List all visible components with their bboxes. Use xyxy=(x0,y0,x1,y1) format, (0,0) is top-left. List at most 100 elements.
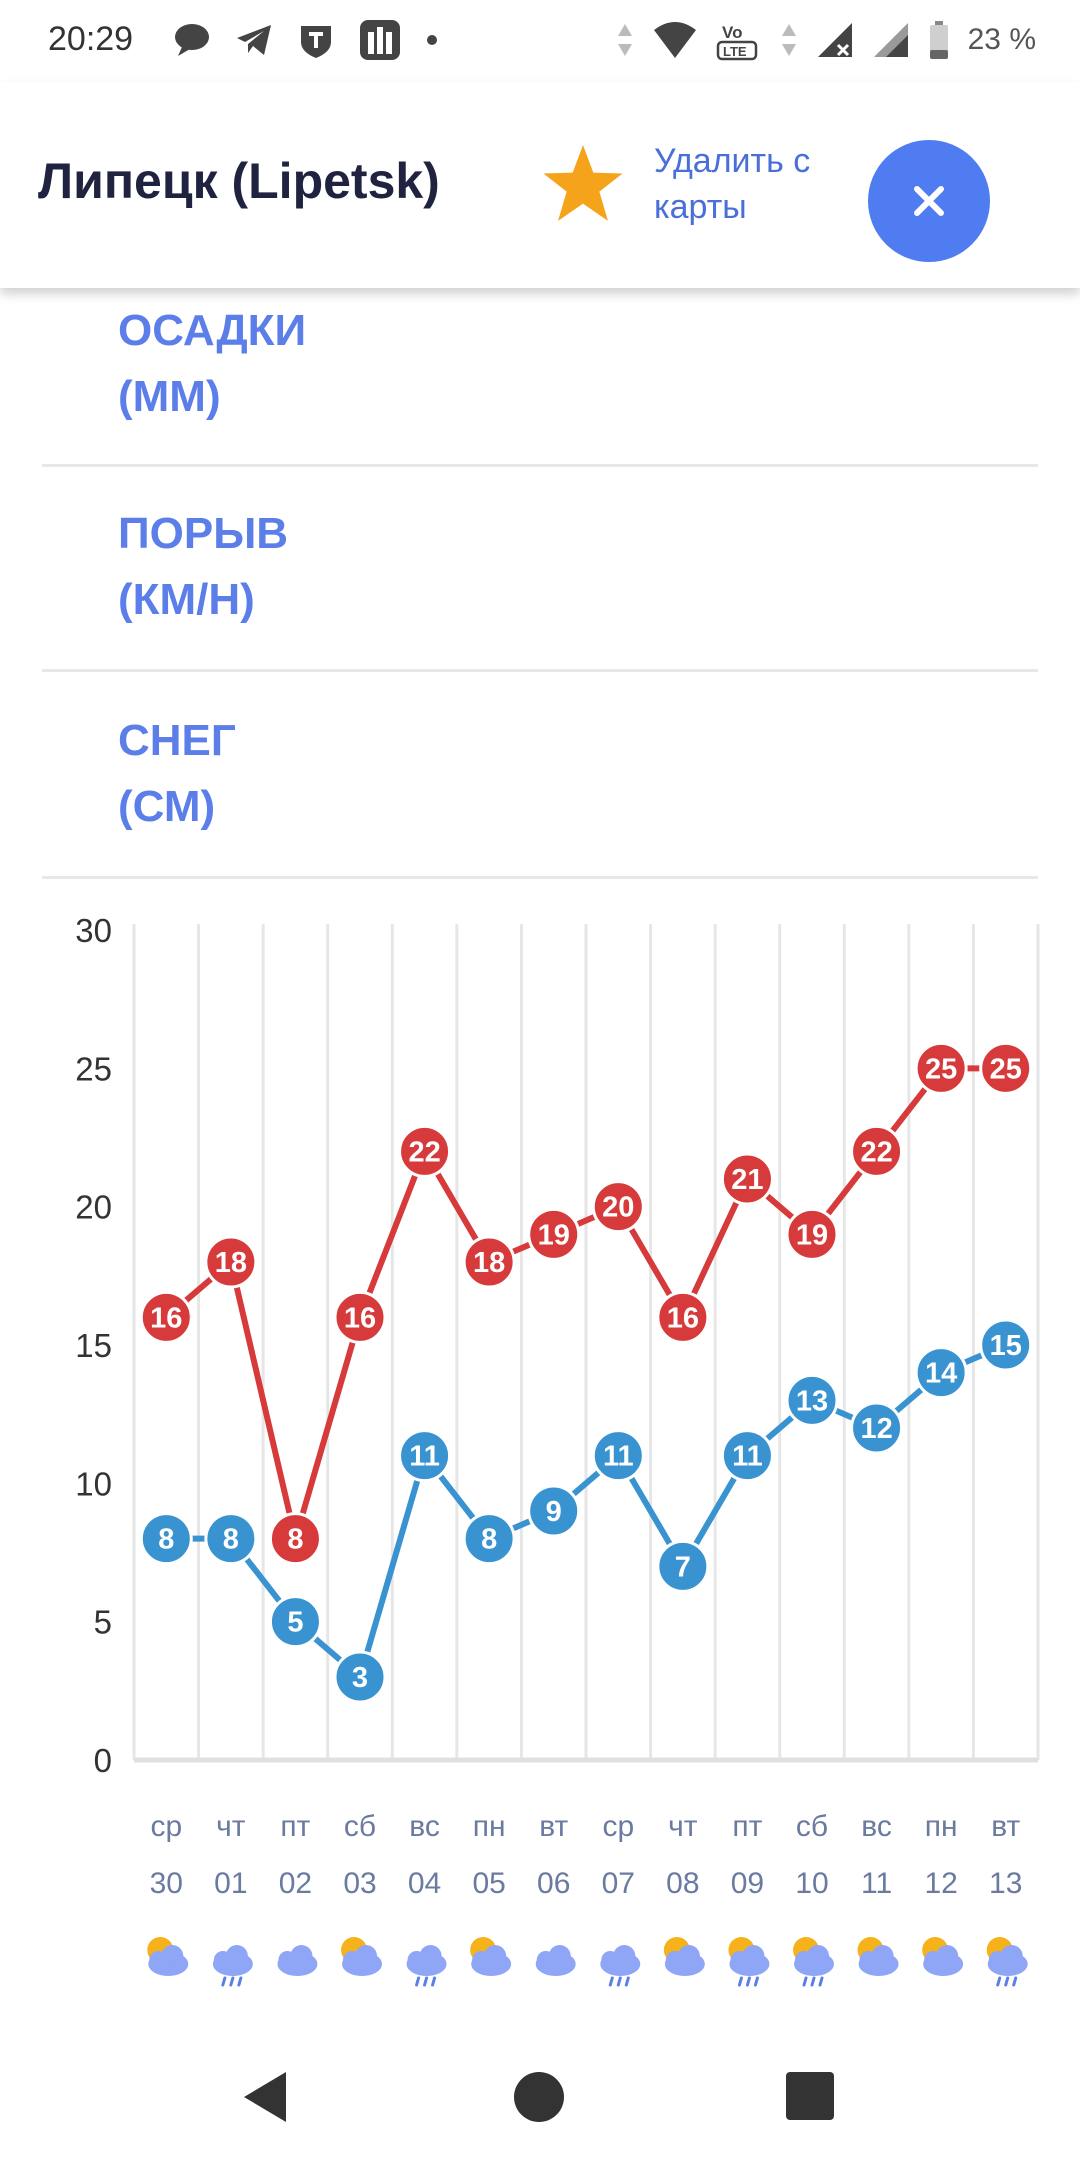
precipitation-label-line2: (ММ) xyxy=(118,372,221,421)
back-icon[interactable] xyxy=(240,2070,290,2124)
y-tick-label: 0 xyxy=(94,1742,112,1779)
battery-percent: 23 % xyxy=(967,23,1036,56)
series-point-0 xyxy=(204,1235,258,1289)
series-point-1 xyxy=(720,1429,774,1483)
y-tick-label: 15 xyxy=(75,1327,112,1364)
x-day-label: вт xyxy=(539,1810,568,1843)
series-point-0 xyxy=(139,1290,193,1344)
x-date-label: 08 xyxy=(666,1867,699,1900)
data-label-0: 22 xyxy=(408,1136,440,1168)
series-point-0 xyxy=(268,1512,322,1566)
data-label-1: 11 xyxy=(732,1441,763,1473)
x-day-label: вс xyxy=(861,1810,892,1843)
data-label-1: 8 xyxy=(481,1524,497,1556)
chat-bubble-icon xyxy=(175,24,209,56)
sun-cloud-rain-icon xyxy=(986,1937,1028,1987)
x-date-label: 03 xyxy=(343,1867,376,1900)
sun-cloud-rain-icon xyxy=(728,1937,770,1987)
data-label-0: 22 xyxy=(860,1136,892,1168)
home-icon[interactable] xyxy=(514,2072,564,2122)
x-date-label: 12 xyxy=(924,1867,957,1900)
x-day-label: пн xyxy=(925,1810,958,1843)
series-point-0 xyxy=(785,1207,839,1261)
sun-cloud-icon xyxy=(470,1937,512,1976)
series-point-0 xyxy=(462,1235,516,1289)
data-label-0: 16 xyxy=(150,1302,182,1334)
telegram-icon xyxy=(237,25,271,55)
x-day-label: вс xyxy=(409,1810,440,1843)
gust-row[interactable]: ПОРЫВ (КМ/Н) xyxy=(42,467,1038,672)
data-label-0: 18 xyxy=(215,1247,247,1279)
shield-icon xyxy=(301,26,331,58)
signal-icon xyxy=(873,23,908,57)
sun-cloud-icon xyxy=(857,1937,899,1976)
data-label-1: 14 xyxy=(925,1358,957,1390)
navigation-bar xyxy=(0,2040,1080,2160)
data-label-0: 8 xyxy=(287,1524,303,1556)
y-tick-label: 30 xyxy=(75,912,112,949)
sun-cloud-icon xyxy=(341,1937,382,1976)
gallery-icon xyxy=(360,20,400,60)
series-point-1 xyxy=(591,1429,645,1483)
x-date-label: 01 xyxy=(214,1867,247,1900)
cloud-rain-icon xyxy=(600,1945,641,1987)
data-arrows-icon xyxy=(781,24,796,56)
x-day-label: чт xyxy=(216,1810,246,1843)
series-point-1 xyxy=(656,1539,710,1593)
series-point-0 xyxy=(656,1290,710,1344)
data-label-1: 7 xyxy=(675,1551,691,1583)
y-tick-label: 20 xyxy=(75,1189,112,1226)
series-point-0 xyxy=(914,1041,968,1095)
x-date-label: 05 xyxy=(472,1867,505,1900)
series-point-1 xyxy=(268,1595,322,1649)
sun-cloud-icon xyxy=(663,1937,705,1976)
remove-from-map-link[interactable]: Удалить с карты xyxy=(654,142,811,226)
series-point-0 xyxy=(850,1124,904,1178)
close-icon xyxy=(914,186,944,216)
series-point-1 xyxy=(333,1650,387,1704)
cloud-rain-icon xyxy=(212,1945,253,1987)
series-point-1 xyxy=(785,1373,839,1427)
data-label-0: 21 xyxy=(731,1164,763,1196)
data-label-1: 5 xyxy=(287,1607,303,1639)
x-day-label: ср xyxy=(150,1810,182,1843)
series-point-0 xyxy=(333,1290,387,1344)
series-point-1 xyxy=(979,1318,1033,1372)
y-tick-label: 5 xyxy=(94,1604,112,1641)
snow-label-line2: (СМ) xyxy=(118,782,216,831)
data-label-0: 25 xyxy=(925,1053,957,1085)
wifi-icon xyxy=(653,22,696,58)
x-day-label: ср xyxy=(602,1810,634,1843)
y-tick-label: 10 xyxy=(75,1465,112,1502)
svg-text:Vo: Vo xyxy=(722,23,742,42)
page-title: Липецк (Lipetsk) xyxy=(38,153,440,209)
precipitation-label: ОСАДКИ (ММ) xyxy=(118,298,306,430)
series-point-0 xyxy=(720,1152,774,1206)
x-day-label: пн xyxy=(473,1810,506,1843)
close-button[interactable] xyxy=(868,140,990,262)
city-header: Липецк (Lipetsk) Удалить с карты xyxy=(0,82,1080,288)
gust-label-line1: ПОРЫВ xyxy=(118,509,289,558)
sun-cloud-rain-icon xyxy=(793,1937,834,1987)
data-label-1: 3 xyxy=(352,1662,368,1694)
precipitation-row[interactable]: ОСАДКИ (ММ) xyxy=(42,288,1038,467)
data-label-0: 19 xyxy=(796,1219,828,1251)
snow-label: СНЕГ (СМ) xyxy=(118,708,236,840)
cloud-icon xyxy=(535,1945,576,1976)
x-day-label: пт xyxy=(280,1810,310,1843)
x-day-label: чт xyxy=(668,1810,698,1843)
data-label-0: 20 xyxy=(602,1192,634,1224)
battery-icon xyxy=(929,21,948,59)
status-time: 20:29 xyxy=(48,20,134,58)
star-icon[interactable] xyxy=(540,140,626,226)
recents-icon[interactable] xyxy=(786,2072,834,2120)
series-point-1 xyxy=(914,1346,968,1400)
temperature-chart: 0 5 10 15 20 25 30 ср 30 чт 01 пт 02 сб 03 вс 04 пн 05 вт 06… xyxy=(0,880,1080,2000)
series-point-1 xyxy=(204,1512,258,1566)
data-label-1: 9 xyxy=(546,1496,562,1528)
series-point-0 xyxy=(591,1180,645,1234)
data-label-0: 16 xyxy=(667,1302,699,1334)
series-point-0 xyxy=(398,1124,452,1178)
data-label-1: 11 xyxy=(409,1441,440,1473)
snow-row[interactable]: СНЕГ (СМ) xyxy=(42,672,1038,879)
